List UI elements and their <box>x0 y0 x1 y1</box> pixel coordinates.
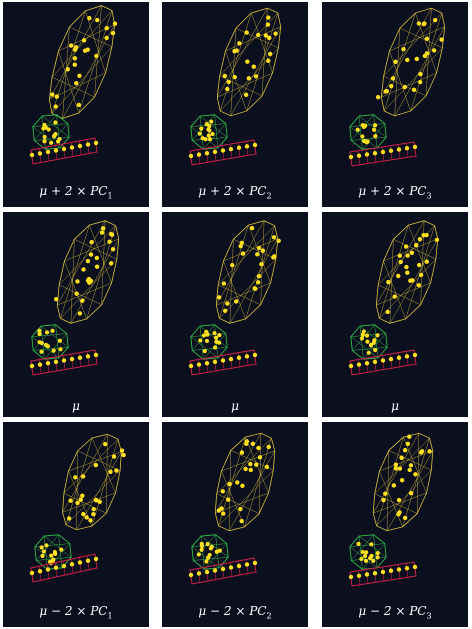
bone-mesh-render <box>348 7 446 167</box>
bone-mesh-render <box>188 7 282 166</box>
middle-bone-mesh <box>34 534 72 570</box>
middle-bone-mesh <box>190 324 228 360</box>
panel-caption: μ <box>231 399 239 413</box>
upper-bone-mesh <box>62 433 126 531</box>
panel-caption: μ − 2 × PC2 <box>198 603 272 620</box>
lower-bone-mesh <box>29 553 99 583</box>
lower-bone-mesh <box>188 349 258 376</box>
panel-caption: μ + 2 × PC1 <box>39 183 113 200</box>
lower-bone-mesh <box>188 557 258 585</box>
panel-mu-plus-2-pc2: μ + 2 × PC2 <box>162 2 308 207</box>
panel-mean-3: μ <box>322 212 468 417</box>
upper-bone-mesh <box>375 7 446 117</box>
bone-mesh-render <box>188 220 281 376</box>
panel-caption: μ − 2 × PC3 <box>358 603 432 620</box>
panel-caption: μ + 2 × PC2 <box>198 183 272 200</box>
panel-caption: μ + 2 × PC3 <box>358 183 432 200</box>
lower-bone-mesh <box>29 137 99 165</box>
lower-bone-mesh <box>188 139 258 166</box>
middle-bone-mesh <box>32 114 70 150</box>
upper-bone-mesh <box>372 432 434 532</box>
panel-mu-minus-2-pc2: μ − 2 × PC2 <box>162 422 308 627</box>
panel-caption: μ − 2 × PC1 <box>39 603 113 620</box>
upper-bone-mesh <box>48 5 118 119</box>
panel-caption: μ <box>391 399 399 413</box>
bone-mesh-render <box>348 432 434 587</box>
middle-bone-mesh <box>350 324 388 360</box>
upper-bone-mesh <box>215 220 281 324</box>
bone-mesh-render <box>348 220 440 376</box>
panel-mu-minus-2-pc1: μ − 2 × PC1 <box>3 422 149 627</box>
panel-mu-plus-2-pc1: μ + 2 × PC1 <box>3 2 149 207</box>
upper-bone-mesh <box>53 220 120 324</box>
panel-mean-2: μ <box>162 212 308 417</box>
bone-mesh-render <box>188 432 276 585</box>
bone-mesh-render <box>29 433 126 583</box>
upper-bone-mesh <box>214 432 276 532</box>
bone-mesh-render <box>29 220 120 376</box>
middle-bone-mesh <box>349 114 387 150</box>
panel-mean-1: μ <box>3 212 149 417</box>
panel-mu-plus-2-pc3: μ + 2 × PC3 <box>322 2 468 207</box>
middle-bone-mesh <box>191 534 229 570</box>
middle-bone-mesh <box>190 114 228 150</box>
lower-bone-mesh <box>29 349 99 376</box>
middle-bone-mesh <box>31 324 69 360</box>
lower-bone-mesh <box>348 141 418 167</box>
upper-bone-mesh <box>375 220 440 324</box>
lower-bone-mesh <box>348 561 418 587</box>
panel-caption: μ <box>72 399 80 413</box>
lower-bone-mesh <box>348 349 418 376</box>
upper-bone-mesh <box>216 7 282 117</box>
middle-bone-mesh <box>349 534 387 570</box>
panel-mu-minus-2-pc3: μ − 2 × PC3 <box>322 422 468 627</box>
bone-mesh-render <box>29 5 118 165</box>
